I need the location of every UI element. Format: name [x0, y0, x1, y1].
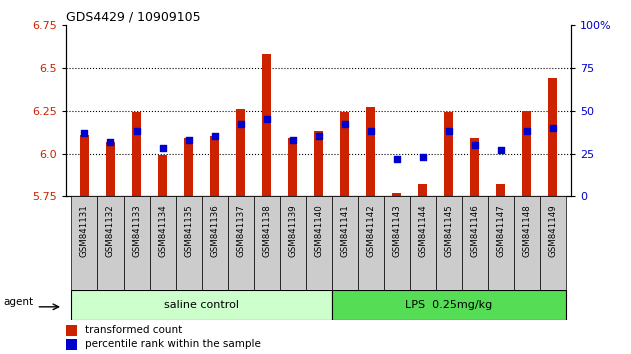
Bar: [418, 184, 427, 196]
Bar: [384, 196, 410, 290]
Bar: [305, 196, 332, 290]
Point: [469, 142, 480, 148]
Bar: [288, 138, 297, 196]
Bar: [410, 196, 436, 290]
Bar: [150, 196, 175, 290]
Text: LPS  0.25mg/kg: LPS 0.25mg/kg: [405, 300, 492, 310]
Point: [392, 156, 402, 161]
Text: GSM841132: GSM841132: [106, 204, 115, 257]
Point: [548, 125, 558, 131]
Text: GSM841145: GSM841145: [444, 204, 453, 257]
Text: GSM841137: GSM841137: [236, 204, 245, 257]
Text: saline control: saline control: [164, 300, 239, 310]
Text: GSM841133: GSM841133: [132, 204, 141, 257]
Text: GSM841149: GSM841149: [548, 204, 557, 257]
Bar: [254, 196, 280, 290]
Text: GSM841146: GSM841146: [470, 204, 480, 257]
Point: [444, 129, 454, 134]
Point: [235, 121, 245, 127]
Point: [184, 137, 194, 143]
Bar: [262, 54, 271, 196]
Bar: [436, 196, 462, 290]
Bar: [124, 196, 150, 290]
Point: [209, 133, 220, 139]
Point: [262, 116, 272, 122]
Text: GSM841136: GSM841136: [210, 204, 219, 257]
Text: GSM841138: GSM841138: [262, 204, 271, 257]
Bar: [66, 339, 78, 350]
Text: GSM841143: GSM841143: [392, 204, 401, 257]
Bar: [97, 196, 124, 290]
Bar: [392, 193, 401, 196]
Point: [314, 133, 324, 139]
Text: GDS4429 / 10909105: GDS4429 / 10909105: [66, 11, 201, 24]
Bar: [514, 196, 540, 290]
Point: [288, 137, 298, 143]
Point: [496, 147, 506, 153]
Bar: [340, 112, 349, 196]
Bar: [332, 290, 566, 320]
Point: [80, 130, 90, 136]
Bar: [314, 131, 323, 196]
Bar: [332, 196, 358, 290]
Bar: [470, 138, 480, 196]
Bar: [175, 196, 201, 290]
Text: percentile rank within the sample: percentile rank within the sample: [85, 339, 261, 349]
Text: GSM841148: GSM841148: [522, 204, 531, 257]
Bar: [358, 196, 384, 290]
Text: transformed count: transformed count: [85, 325, 183, 335]
Point: [131, 129, 141, 134]
Text: GSM841142: GSM841142: [366, 204, 375, 257]
Point: [339, 121, 350, 127]
Bar: [228, 196, 254, 290]
Bar: [80, 135, 89, 196]
Point: [105, 139, 115, 144]
Bar: [462, 196, 488, 290]
Bar: [71, 290, 332, 320]
Bar: [522, 110, 531, 196]
Bar: [236, 109, 245, 196]
Text: GSM841141: GSM841141: [340, 204, 349, 257]
Bar: [158, 155, 167, 196]
Bar: [184, 138, 193, 196]
Point: [158, 145, 168, 151]
Bar: [548, 78, 557, 196]
Text: GSM841144: GSM841144: [418, 204, 427, 257]
Bar: [444, 112, 453, 196]
Text: GSM841135: GSM841135: [184, 204, 193, 257]
Point: [418, 154, 428, 160]
Bar: [201, 196, 228, 290]
Bar: [366, 107, 375, 196]
Bar: [132, 112, 141, 196]
Text: agent: agent: [3, 297, 33, 307]
Text: GSM841147: GSM841147: [497, 204, 505, 257]
Bar: [540, 196, 566, 290]
Bar: [66, 325, 78, 336]
Text: GSM841134: GSM841134: [158, 204, 167, 257]
Text: GSM841139: GSM841139: [288, 204, 297, 257]
Bar: [488, 196, 514, 290]
Bar: [71, 196, 97, 290]
Text: GSM841140: GSM841140: [314, 204, 323, 257]
Point: [522, 129, 532, 134]
Text: GSM841131: GSM841131: [80, 204, 89, 257]
Bar: [280, 196, 305, 290]
Bar: [496, 184, 505, 196]
Bar: [106, 142, 115, 196]
Point: [365, 129, 375, 134]
Bar: [210, 136, 219, 196]
